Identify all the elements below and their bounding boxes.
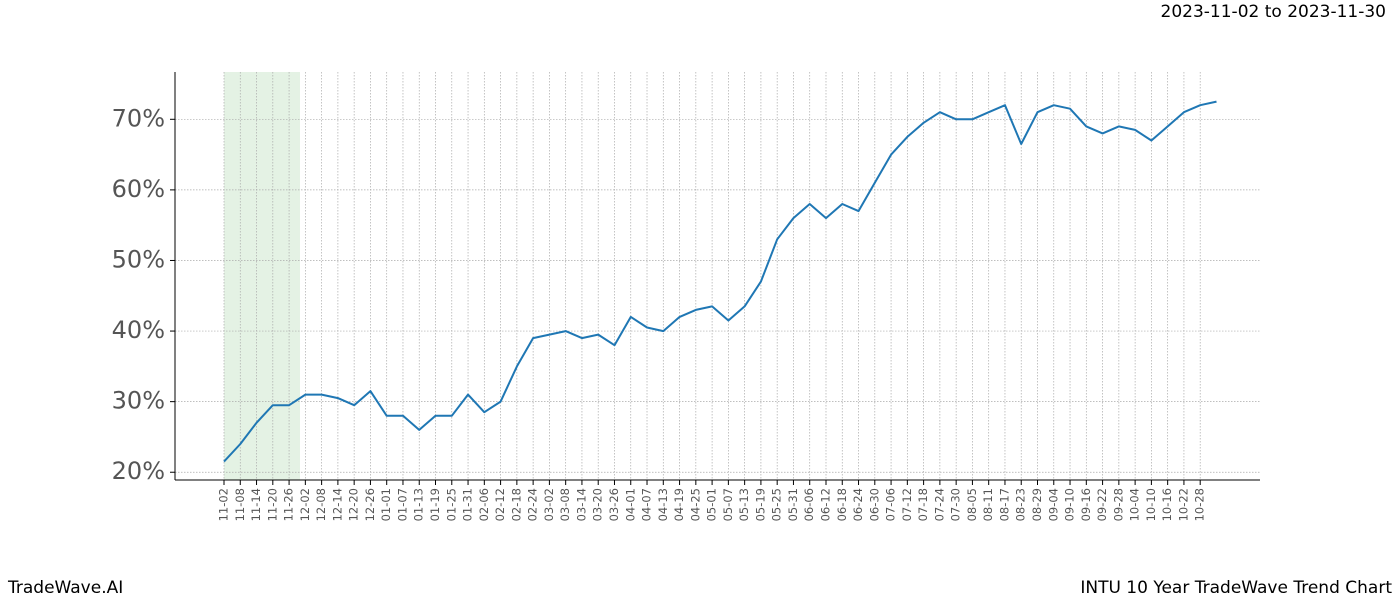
x-tick-label: 07-18 (916, 488, 930, 521)
x-tick-label: 09-16 (1079, 488, 1093, 521)
x-tick-label: 12-14 (330, 488, 344, 521)
x-tick-label: 10-04 (1128, 488, 1142, 521)
y-tick-label: 70% (112, 104, 165, 132)
x-tick-label: 07-24 (932, 488, 946, 521)
x-tick-label: 04-19 (672, 488, 686, 521)
x-tick-label: 06-06 (802, 488, 816, 521)
x-tick-label: 08-05 (965, 488, 979, 521)
x-tick-label: 05-13 (737, 488, 751, 521)
x-tick-label: 08-23 (1014, 488, 1028, 521)
x-tick-label: 02-06 (477, 488, 491, 521)
x-tick-label: 01-31 (461, 488, 475, 521)
x-tick-label: 12-26 (363, 488, 377, 521)
x-tick-label: 10-10 (1144, 488, 1158, 521)
brand: TradeWave.AI (7, 578, 123, 598)
x-tick-label: 06-24 (851, 488, 865, 521)
x-tick-label: 04-01 (623, 488, 637, 521)
x-tick-label: 07-06 (884, 488, 898, 521)
x-tick-label: 03-20 (591, 488, 605, 521)
x-tick-label: 04-07 (640, 488, 654, 521)
date-range: 2023-11-02 to 2023-11-30 (1161, 2, 1386, 22)
x-tick-label: 12-02 (298, 488, 312, 521)
x-tick-label: 06-12 (818, 488, 832, 521)
x-tick-label: 11-08 (233, 488, 247, 521)
x-tick-label: 11-14 (249, 488, 263, 521)
x-tick-label: 09-04 (1046, 488, 1060, 521)
chart-title: INTU 10 Year TradeWave Trend Chart (1080, 578, 1392, 598)
x-tick-label: 05-25 (770, 488, 784, 521)
line (223, 100, 1217, 463)
x-tick-label: 03-14 (574, 488, 588, 521)
y-tick-label: 20% (112, 457, 165, 485)
x-tick-label: 07-30 (949, 488, 963, 521)
x-tick-label: 05-31 (786, 488, 800, 521)
y-tick-label: 30% (112, 387, 165, 415)
x-tick-label: 04-13 (656, 488, 670, 521)
x-tick-label: 01-07 (395, 488, 409, 521)
x-tick-label: 09-28 (1111, 488, 1125, 521)
x-tick-label: 09-10 (1063, 488, 1077, 521)
x-tick-label: 01-01 (379, 488, 393, 521)
x-tick-label: 05-01 (705, 488, 719, 521)
x-tick-label: 06-18 (835, 488, 849, 521)
x-tick-label: 03-02 (542, 488, 556, 521)
x-tick-label: 02-18 (509, 488, 523, 521)
x-tick-label: 10-22 (1176, 488, 1190, 521)
x-tick-label: 06-30 (867, 488, 881, 521)
x-tick-label: 03-08 (558, 488, 572, 521)
x-tick-label: 10-28 (1193, 488, 1207, 521)
x-tick-label: 02-12 (493, 488, 507, 521)
x-tick-label: 08-11 (981, 488, 995, 521)
x-tick-label: 11-02 (217, 488, 231, 521)
x-tick-label: 03-26 (607, 488, 621, 521)
highlight-region (224, 72, 300, 480)
x-tick-label: 05-07 (721, 488, 735, 521)
y-tick-label: 40% (112, 316, 165, 344)
x-tick-label: 11-26 (282, 488, 296, 521)
x-tick-label: 01-13 (412, 488, 426, 521)
x-tick-label: 02-24 (526, 488, 540, 521)
x-tick-label: 01-19 (428, 488, 442, 521)
y-tick-label: 50% (112, 245, 165, 273)
x-tick-label: 08-29 (1030, 488, 1044, 521)
x-tick-label: 11-20 (265, 488, 279, 521)
x-tick-label: 10-16 (1160, 488, 1174, 521)
x-tick-label: 05-19 (753, 488, 767, 521)
x-tick-label: 08-17 (997, 488, 1011, 521)
x-tick-label: 12-20 (347, 488, 361, 521)
x-tick-label: 07-12 (900, 488, 914, 521)
x-tick-label: 04-25 (688, 488, 702, 521)
y-tick-label: 60% (112, 175, 165, 203)
x-tick-label: 09-22 (1095, 488, 1109, 521)
x-tick-label: 12-08 (314, 488, 328, 521)
x-tick-label: 01-25 (444, 488, 458, 521)
